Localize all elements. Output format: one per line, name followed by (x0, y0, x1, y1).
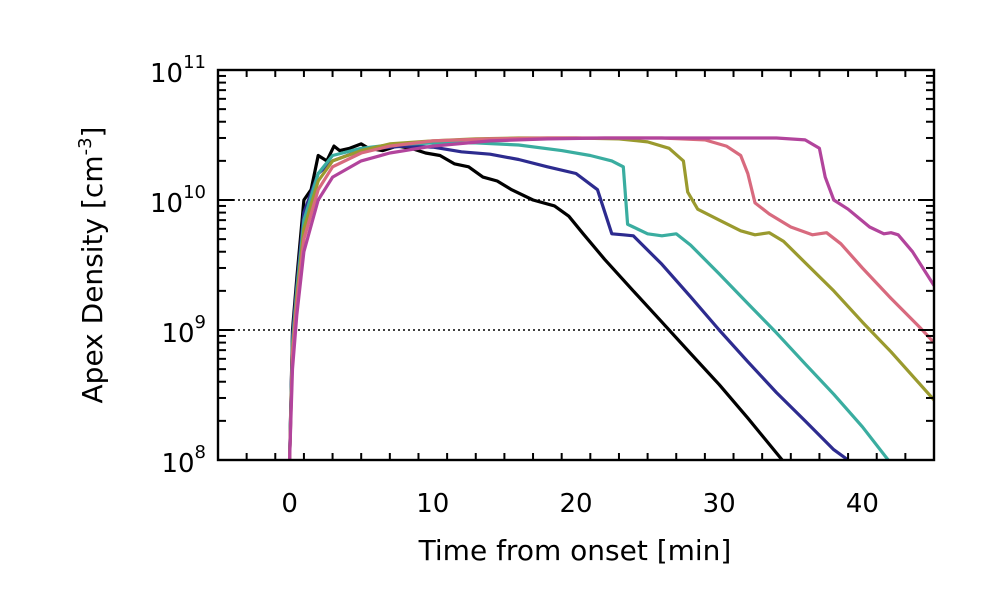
tick-labels: 0 10 20 30 40 108 109 1010 1011 (150, 52, 879, 519)
reference-lines (218, 199, 934, 331)
y-tick-label: 1010 (150, 182, 206, 219)
y-axis-title-exponent: -3 (75, 137, 96, 155)
y-tick-label: 109 (161, 312, 206, 349)
y-axis-title-prefix: Apex Density [cm (76, 155, 109, 403)
plot-frame (216, 68, 936, 462)
series-group (288, 136, 934, 460)
series-line-6 (288, 136, 934, 460)
x-tick-label: 0 (281, 489, 298, 519)
series-line-1 (288, 142, 784, 460)
y-axis-title: Apex Density [cm-3] (75, 127, 109, 404)
x-tick-label: 10 (416, 489, 449, 519)
series-line-4 (288, 136, 934, 460)
y-tick-label: 108 (161, 442, 206, 479)
y-axis-title-suffix: ] (76, 127, 109, 138)
y-tick-label: 1011 (150, 52, 206, 89)
x-tick-label: 20 (559, 489, 592, 519)
x-axis-title: Time from onset [min] (418, 534, 732, 567)
x-tick-label: 40 (846, 489, 879, 519)
axes (216, 68, 936, 462)
series-line-3 (288, 141, 890, 460)
x-tick-label: 30 (703, 489, 736, 519)
series-line-5 (288, 136, 934, 460)
ticks (217, 69, 935, 461)
series-line-2 (288, 144, 850, 460)
